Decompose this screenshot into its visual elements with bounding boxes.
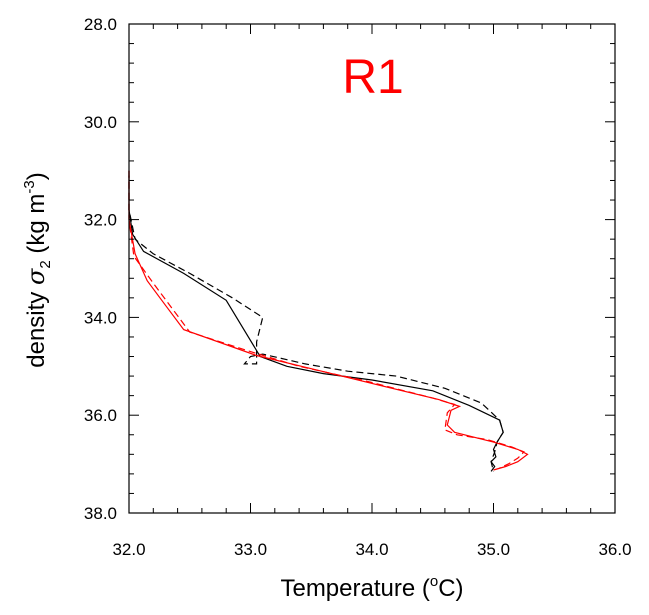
y-axis-title-symbol: σ	[22, 268, 50, 285]
x-tick-label: 35.0	[477, 540, 510, 559]
series-line-2	[128, 170, 504, 472]
y-axis-title: density σ2 (kg m-3)	[21, 172, 54, 367]
series-line-1	[128, 175, 504, 472]
series-layer	[128, 170, 529, 472]
x-tick-label: 33.0	[234, 540, 267, 559]
x-tick-label: 32.0	[112, 540, 145, 559]
y-axis-title-subscript: 2	[37, 260, 54, 268]
x-axis-title: Temperature (oC)	[280, 573, 463, 602]
series-line-3	[128, 170, 529, 471]
y-axis-title-units: (kg m	[23, 194, 50, 261]
x-tick-label: 36.0	[598, 540, 631, 559]
y-axis-title-prefix: density	[23, 285, 50, 368]
chart-title: R1	[342, 51, 403, 104]
y-tick-label: 32.0	[84, 211, 117, 230]
series-line-4	[128, 170, 525, 469]
y-axis-title-units-superscript: -3	[21, 180, 38, 193]
x-tick-label: 34.0	[355, 540, 388, 559]
x-axis-title-end: C)	[438, 575, 463, 602]
y-tick-label: 28.0	[84, 15, 117, 34]
y-tick-label: 34.0	[84, 308, 117, 327]
y-tick-label: 36.0	[84, 406, 117, 425]
y-tick-label: 38.0	[84, 504, 117, 523]
x-axis-title-superscript: o	[430, 573, 438, 590]
tick-label-layer: 32.0 33.0 34.0 35.0 36.0 28.0 30.0 32.0 34.0 36.0…	[84, 15, 632, 559]
x-axis-title-main: Temperature (	[280, 575, 429, 602]
y-axis-title-units-end: )	[23, 172, 50, 180]
y-tick-label: 30.0	[84, 113, 117, 132]
tick-layer	[128, 23, 616, 514]
